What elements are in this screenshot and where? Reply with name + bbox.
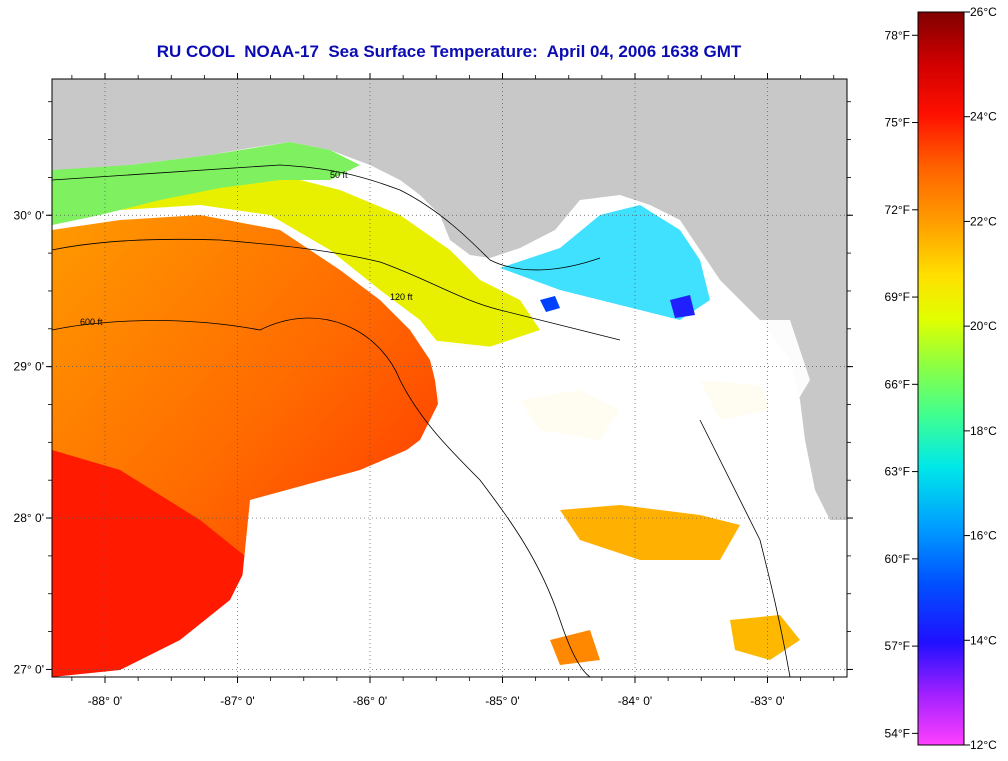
latitude-tick-labels: 27° 0' 28° 0' 29° 0' 30° 0' [14, 208, 44, 676]
colorbar-f-label: 72°F [885, 203, 910, 217]
colorbar-c-label: 14°C [970, 633, 997, 647]
lat-tick-label: 30° 0' [14, 208, 44, 222]
colorbar-celsius-labels: 26°C 24°C 22°C 20°C 18°C 16°C 14°C 12°C [964, 5, 997, 752]
lon-tick-label: -87° 0' [220, 694, 254, 708]
colorbar-c-label: 18°C [970, 424, 997, 438]
lon-tick-label: -86° 0' [353, 694, 387, 708]
contour-label-600: 600 ft [80, 317, 103, 327]
lon-tick-label: -83° 0' [750, 694, 784, 708]
cool-shelf-region [52, 142, 360, 225]
lon-tick-label: -85° 0' [485, 694, 519, 708]
colorbar-f-label: 78°F [885, 28, 910, 42]
colorbar-fahrenheit-labels: 78°F 75°F 72°F 69°F 66°F 63°F 60°F 57°F 54°F [885, 28, 918, 740]
transition-water-region [52, 175, 540, 350]
lat-tick-label: 29° 0' [14, 360, 44, 374]
contour-label-120: 120 ft [390, 292, 413, 302]
cloud-patch [200, 420, 600, 660]
lon-tick-label: -84° 0' [618, 694, 652, 708]
grid-lines [46, 73, 853, 683]
depth-contour [52, 317, 591, 677]
colorbar-c-label: 20°C [970, 319, 997, 333]
contour-label-50: 50 ft [330, 170, 348, 180]
colorbar-f-label: 69°F [885, 290, 910, 304]
land-region [52, 79, 847, 520]
colorbar-f-label: 63°F [885, 465, 910, 479]
lat-tick-label: 27° 0' [14, 662, 44, 676]
colorbar-c-label: 24°C [970, 110, 997, 124]
map-border [51, 78, 848, 678]
cold-spot [670, 295, 695, 318]
colorbar-f-label: 75°F [885, 116, 910, 130]
colorbar [917, 11, 965, 746]
colorbar-c-label: 22°C [970, 214, 997, 228]
longitude-tick-labels: -88° 0' -87° 0' -86° 0' -85° 0' -84° 0' -83° … [88, 694, 785, 708]
map-title: RU COOL NOAA-17 Sea Surface Temperature:… [156, 42, 742, 61]
cool-bay-region [500, 205, 710, 320]
cloud-patch [430, 320, 810, 480]
hot-water-region [52, 450, 250, 677]
lat-tick-label: 28° 0' [14, 511, 44, 525]
warm-patch [550, 630, 600, 665]
warm-patch [560, 505, 740, 560]
depth-contour [52, 164, 601, 271]
colorbar-f-label: 66°F [885, 377, 910, 391]
warm-patch [730, 615, 800, 660]
colorbar-c-label: 12°C [970, 738, 997, 752]
cold-spot [540, 296, 560, 312]
colorbar-c-label: 26°C [970, 5, 997, 19]
colorbar-f-label: 60°F [885, 552, 910, 566]
colorbar-f-label: 57°F [885, 639, 910, 653]
colorbar-f-label: 54°F [885, 726, 910, 740]
colorbar-c-label: 16°C [970, 529, 997, 543]
depth-contour [52, 238, 621, 341]
sst-field: 50 ft 120 ft 600 ft [52, 79, 847, 677]
lon-tick-label: -88° 0' [88, 694, 122, 708]
depth-contour [699, 419, 791, 677]
